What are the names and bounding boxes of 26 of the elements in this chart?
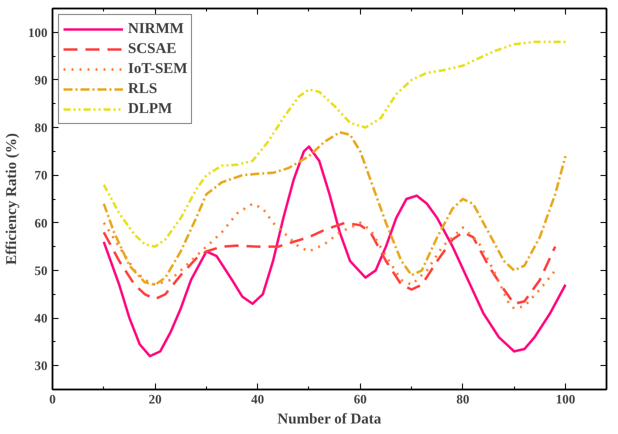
line-series [102, 222, 556, 306]
y-tick-label: 50 [34, 262, 48, 278]
x-tick-label: 40 [251, 392, 264, 406]
line-series [102, 145, 567, 358]
x-tick-label: 80 [456, 392, 470, 406]
y-tick-label: 90 [34, 72, 48, 88]
y-tick-label: 100 [28, 24, 48, 40]
y-tick-label: 40 [34, 310, 48, 326]
line-series [102, 131, 567, 286]
x-tick-label: 20 [148, 392, 162, 406]
legend-label: IoT-SEM [128, 60, 188, 78]
line-series [102, 40, 567, 248]
line-series [102, 202, 556, 310]
y-tick-label: 30 [34, 358, 48, 374]
x-axis-title: Number of Data [277, 412, 382, 428]
y-tick-label: 80 [34, 120, 48, 136]
x-tick-label: 60 [354, 392, 367, 406]
legend-label: SCSAE [128, 40, 176, 58]
legend-label: RLS [128, 80, 158, 98]
y-tick-label: 70 [34, 168, 48, 183]
legend-label: DLPM [128, 100, 172, 118]
y-axis-title: Efficiency Ratio (%) [4, 133, 20, 265]
x-tick-label: 100 [556, 392, 576, 406]
y-tick-label: 60 [34, 215, 48, 230]
legend-label: NIRMM [128, 20, 184, 38]
x-tick-label: 0 [49, 392, 56, 406]
